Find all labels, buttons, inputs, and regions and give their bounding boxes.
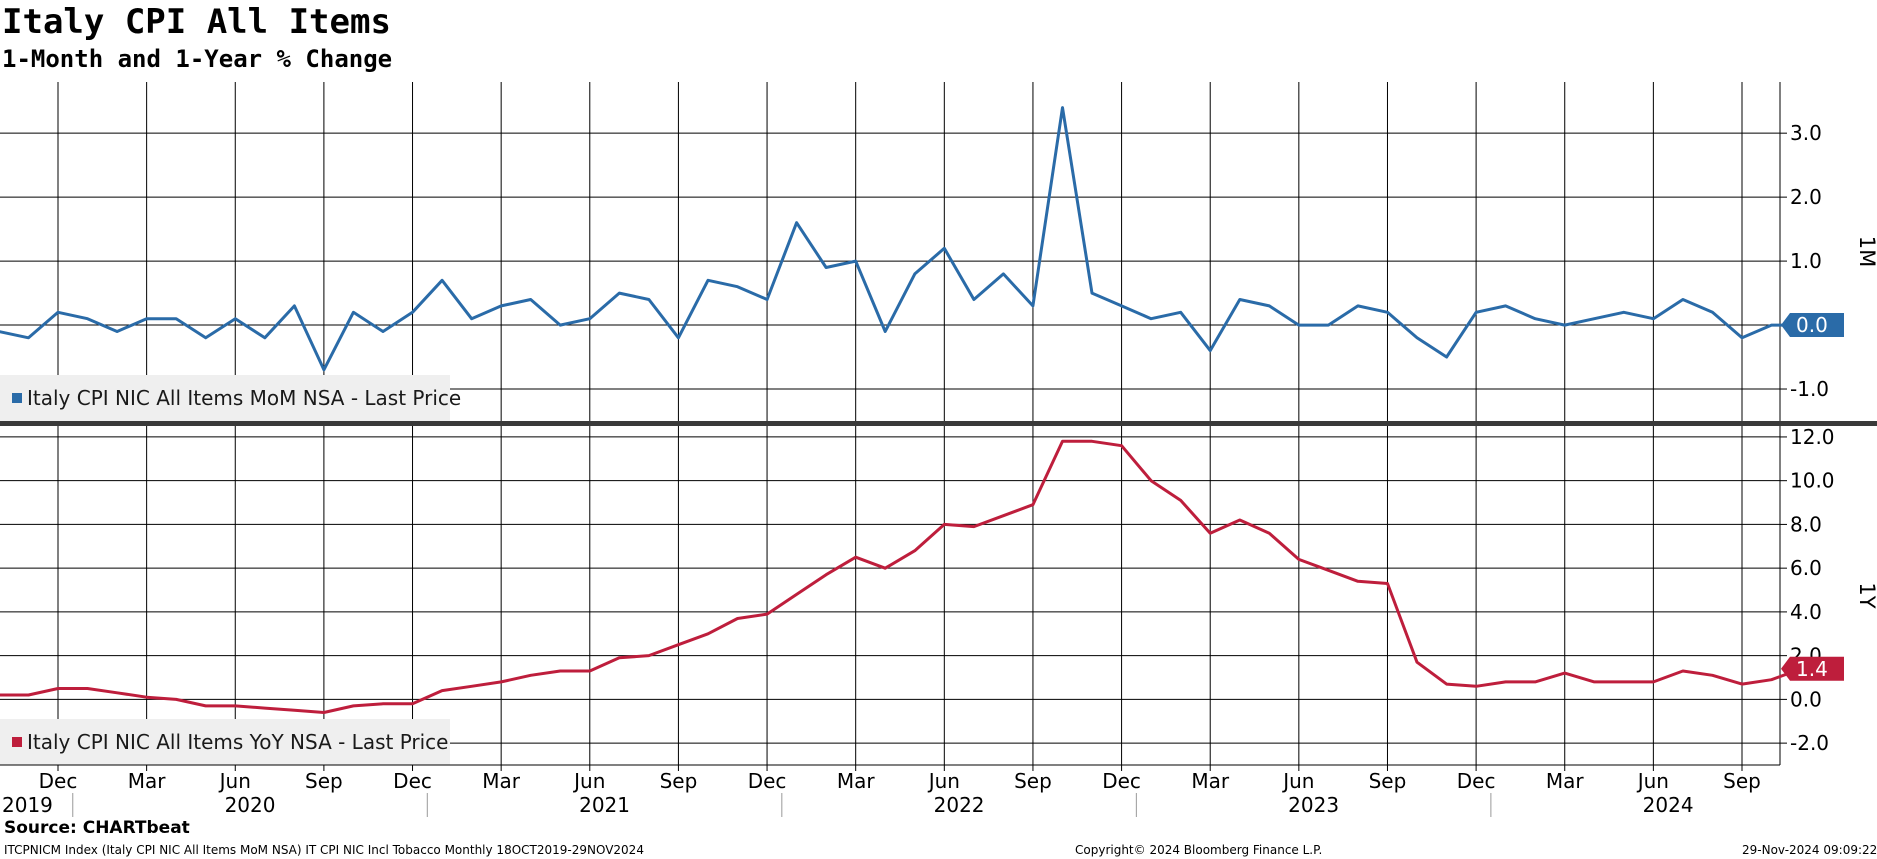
y-tick-label: 8.0 [1790, 512, 1822, 536]
series-line [0, 106, 1802, 372]
source-label: Source: CHARTbeat [4, 818, 190, 838]
x-tick-label: Sep [305, 769, 343, 793]
chart-subtitle: 1-Month and 1-Year % Change [2, 45, 393, 73]
x-tick-label: Jun [927, 769, 960, 793]
x-tick-label: Sep [660, 769, 698, 793]
ticker-info: ITCPNICM Index (Italy CPI NIC All Items … [4, 843, 644, 857]
x-tick-label: Dec [748, 769, 787, 793]
legend-swatch [12, 393, 22, 403]
legend-label: Italy CPI NIC All Items MoM NSA - Last P… [27, 386, 461, 410]
chart-title: Italy CPI All Items [2, 2, 391, 42]
x-tick-label: Mar [1191, 769, 1230, 793]
y-tick-label: 0.0 [1790, 687, 1822, 711]
legend-box [0, 719, 450, 765]
x-tick-label: Sep [1014, 769, 1052, 793]
x-tick-label: Dec [1102, 769, 1141, 793]
legend-label: Italy CPI NIC All Items YoY NSA - Last P… [27, 730, 448, 754]
x-tick-label: Jun [572, 769, 605, 793]
y-tick-label: 12.0 [1790, 425, 1835, 449]
x-tick-label: Mar [482, 769, 521, 793]
x-tick-label: Sep [1723, 769, 1761, 793]
y-tick-label: 10.0 [1790, 469, 1835, 493]
y-tick-label: 2.0 [1790, 185, 1822, 209]
last-value-label: 1.4 [1796, 657, 1828, 681]
x-tick-label: Jun [1281, 769, 1314, 793]
x-tick-label: Mar [837, 769, 876, 793]
year-label: 2023 [1288, 793, 1339, 817]
panel-separator [0, 421, 1877, 426]
last-value-tag [1781, 656, 1844, 681]
y-tick-label: 4.0 [1790, 600, 1822, 624]
y-tick-label: -2.0 [1790, 731, 1829, 755]
last-value-label: 0.0 [1796, 313, 1828, 337]
year-label: 2019 [2, 793, 53, 817]
y-tick-label: 3.0 [1790, 121, 1822, 145]
year-label: 2022 [934, 793, 985, 817]
x-tick-label: Jun [1636, 769, 1669, 793]
year-label: 2024 [1643, 793, 1694, 817]
legend-box [0, 375, 450, 421]
x-tick-label: Sep [1369, 769, 1407, 793]
x-tick-label: Jun [218, 769, 251, 793]
x-tick-label: Dec [393, 769, 432, 793]
y-tick-label: -1.0 [1790, 377, 1829, 401]
x-tick-label: Mar [1546, 769, 1585, 793]
series-line [0, 439, 1802, 714]
y-tick-label: 1.0 [1790, 249, 1822, 273]
year-label: 2020 [225, 793, 276, 817]
y-tick-label: 6.0 [1790, 556, 1822, 580]
x-tick-label: Mar [128, 769, 167, 793]
y-axis-title: 1M [1855, 236, 1877, 267]
x-tick-label: Dec [1457, 769, 1496, 793]
legend-swatch [12, 737, 22, 747]
y-axis-title: 1Y [1855, 582, 1877, 608]
x-tick-label: Dec [39, 769, 78, 793]
year-label: 2021 [579, 793, 630, 817]
copyright: Copyright© 2024 Bloomberg Finance L.P. [1075, 843, 1323, 857]
last-value-tag [1781, 313, 1844, 338]
timestamp: 29-Nov-2024 09:09:22 [1742, 843, 1877, 857]
